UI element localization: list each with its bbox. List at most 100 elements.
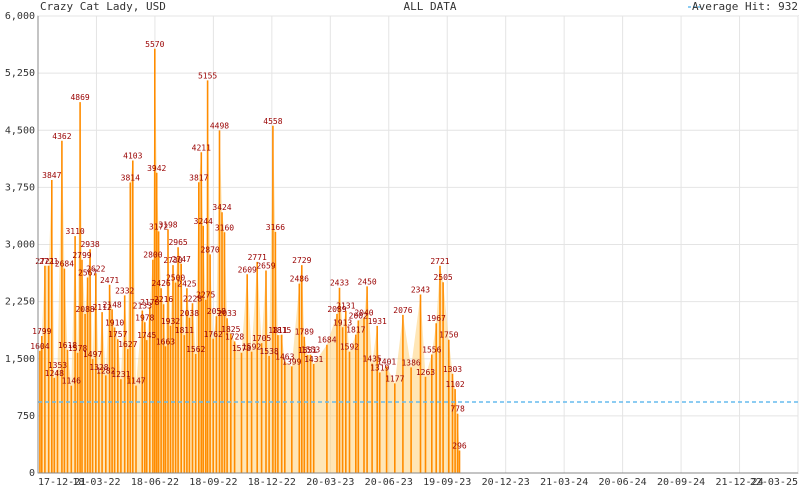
value-label: 2216 bbox=[154, 295, 173, 304]
value-label: 1401 bbox=[377, 357, 396, 366]
value-label: 2343 bbox=[411, 286, 430, 295]
value-label: 4869 bbox=[70, 93, 89, 102]
value-label: 2505 bbox=[433, 273, 452, 282]
x-tick-label: 21-12-24 bbox=[715, 477, 763, 488]
value-label: 1592 bbox=[242, 343, 261, 352]
value-label: 2178 bbox=[140, 298, 159, 307]
value-label: 1578 bbox=[232, 344, 251, 353]
value-label: 1684 bbox=[317, 336, 336, 345]
y-tick-label: 3,000 bbox=[5, 240, 35, 251]
value-label: 1789 bbox=[295, 328, 314, 337]
value-label: 296 bbox=[452, 442, 467, 451]
x-tick-label: 22-03-25 bbox=[750, 477, 798, 488]
value-label: 2721 bbox=[39, 257, 58, 266]
value-label: 3160 bbox=[215, 223, 234, 232]
value-label: 2033 bbox=[217, 309, 236, 318]
value-label: 3847 bbox=[42, 171, 61, 180]
chart-title: Crazy Cat Lady, USD bbox=[40, 0, 166, 13]
value-label: 1147 bbox=[126, 377, 145, 386]
y-tick-label: 5,250 bbox=[5, 68, 35, 79]
x-tick-label: 18-09-22 bbox=[189, 477, 237, 488]
value-label: 1592 bbox=[340, 343, 359, 352]
value-label: 4498 bbox=[210, 121, 229, 130]
x-tick-label: 20-06-24 bbox=[599, 477, 647, 488]
value-label: 1553 bbox=[301, 346, 320, 355]
value-label: 4362 bbox=[52, 132, 71, 141]
x-tick-label: 19-09-23 bbox=[423, 477, 471, 488]
value-label: 1263 bbox=[416, 368, 435, 377]
value-label: 4211 bbox=[192, 143, 211, 152]
legend-average-label: Average Hit: 932 bbox=[692, 0, 798, 13]
value-label: 2332 bbox=[115, 286, 134, 295]
value-label: 2730 bbox=[163, 256, 182, 265]
value-label: 1146 bbox=[62, 377, 81, 386]
value-label: 2622 bbox=[86, 264, 105, 273]
value-label: 3817 bbox=[189, 173, 208, 182]
value-label: 4558 bbox=[263, 117, 282, 126]
value-label: 1913 bbox=[333, 318, 352, 327]
value-label: 1386 bbox=[401, 358, 420, 367]
value-label: 2486 bbox=[290, 275, 309, 284]
value-label: 2659 bbox=[256, 262, 275, 271]
value-label: 3198 bbox=[158, 220, 177, 229]
value-label: 2799 bbox=[72, 251, 91, 260]
value-label: 1551 bbox=[298, 346, 317, 355]
value-label: 1578 bbox=[68, 344, 87, 353]
value-label: 1562 bbox=[186, 345, 205, 354]
x-tick-label: 18-12-22 bbox=[248, 477, 296, 488]
value-label: 2965 bbox=[168, 238, 187, 247]
value-label: 1282 bbox=[96, 366, 115, 375]
value-label: 3166 bbox=[266, 223, 285, 232]
y-tick-label: 1,500 bbox=[5, 354, 35, 365]
value-label: 1799 bbox=[32, 327, 51, 336]
value-label: 1618 bbox=[58, 341, 77, 350]
value-label: 2425 bbox=[177, 279, 196, 288]
range-label: ALL DATA bbox=[404, 0, 457, 13]
value-label: 3110 bbox=[65, 227, 84, 236]
x-tick-label: 20-03-23 bbox=[306, 477, 354, 488]
value-label: 2870 bbox=[200, 245, 219, 254]
value-label: 2721 bbox=[35, 257, 54, 266]
x-tick-label: 18-03-22 bbox=[72, 477, 120, 488]
y-tick-label: 4,500 bbox=[5, 125, 35, 136]
value-label: 2800 bbox=[143, 251, 162, 260]
value-label: 1177 bbox=[385, 374, 404, 383]
y-tick-label: 750 bbox=[17, 411, 35, 422]
value-label: 1604 bbox=[30, 342, 49, 351]
value-label: 2938 bbox=[80, 240, 99, 249]
value-label: 2112 bbox=[92, 303, 111, 312]
value-label: 2088 bbox=[75, 305, 94, 314]
value-label: 1750 bbox=[439, 331, 458, 340]
value-label: 5155 bbox=[198, 71, 217, 80]
value-label: 1102 bbox=[445, 380, 464, 389]
x-tick-label: 20-12-23 bbox=[482, 477, 530, 488]
value-label: 2747 bbox=[172, 255, 191, 264]
value-labels: 1604179927212721384712481353436226841618… bbox=[30, 40, 467, 451]
y-tick-label: 2,250 bbox=[5, 297, 35, 308]
value-label: 1757 bbox=[108, 330, 127, 339]
value-label: 1627 bbox=[118, 340, 137, 349]
value-label: 1762 bbox=[204, 330, 223, 339]
bars-layer bbox=[39, 48, 461, 473]
value-label: 1353 bbox=[48, 361, 67, 370]
value-label: 778 bbox=[450, 405, 465, 414]
x-tick-label: 20-06-23 bbox=[365, 477, 413, 488]
value-label: 1538 bbox=[259, 347, 278, 356]
x-tick-label: 20-09-24 bbox=[657, 477, 705, 488]
value-label: 1231 bbox=[111, 370, 130, 379]
value-label: 2058 bbox=[207, 307, 226, 316]
value-label: 1811 bbox=[175, 326, 194, 335]
value-label: 2133 bbox=[133, 302, 152, 311]
value-label: 1463 bbox=[275, 353, 294, 362]
x-tick-label: 17-12-21 bbox=[38, 477, 86, 488]
value-label: 2609 bbox=[238, 265, 257, 274]
value-label: 1435 bbox=[362, 355, 381, 364]
value-label: 3172 bbox=[149, 222, 168, 231]
y-tick-label: 0 bbox=[29, 468, 35, 479]
value-label: 2089 bbox=[327, 305, 346, 314]
x-tick-label: 18-06-22 bbox=[131, 477, 179, 488]
value-label: 2228 bbox=[183, 294, 202, 303]
value-label: 1910 bbox=[105, 319, 124, 328]
x-tick-label: 21-03-24 bbox=[540, 477, 588, 488]
